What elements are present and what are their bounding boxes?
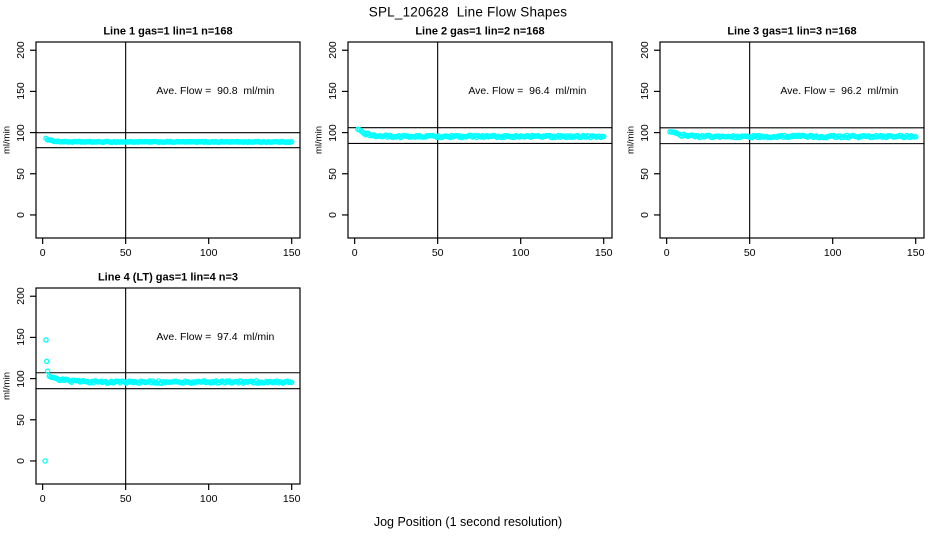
subplot-3	[654, 41, 925, 244]
y-tick-label: 100	[638, 123, 651, 142]
y-tick-label: 200	[14, 41, 27, 59]
y-axis-label: ml/min	[313, 126, 325, 154]
x-tick-label: 50	[119, 492, 132, 505]
x-tick-label: 0	[39, 246, 46, 259]
x-tick-label: 0	[39, 492, 46, 505]
y-tick-label: 150	[14, 328, 27, 347]
data-point	[44, 358, 50, 365]
x-tick-label: 100	[823, 246, 842, 259]
plot-box	[347, 41, 613, 239]
y-tick-label: 50	[14, 167, 27, 180]
data-point	[288, 138, 295, 145]
x-axis-outer-label: Jog Position (1 second resolution)	[373, 514, 563, 529]
y-axis-label: ml/min	[1, 372, 13, 400]
data-point	[288, 379, 295, 386]
scatter-points	[667, 129, 919, 141]
data-point	[42, 458, 48, 464]
y-tick-label: 100	[14, 369, 27, 388]
subplot-title: Line 1 gas=1 lin=1 n=168	[103, 25, 233, 38]
y-tick-label: 200	[14, 287, 27, 305]
x-tick-label: 50	[743, 246, 756, 259]
y-tick-label: 150	[326, 82, 339, 101]
x-tick-label: 150	[282, 492, 301, 505]
y-tick-label: 0	[326, 212, 339, 218]
x-tick-label: 0	[663, 246, 670, 259]
subplot-title: Line 4 (LT) gas=1 lin=4 n=3	[97, 271, 239, 284]
y-tick-label: 0	[14, 212, 27, 218]
x-tick-label: 100	[511, 246, 530, 259]
subplot-4	[30, 287, 301, 490]
y-axis-label: ml/min	[625, 126, 637, 154]
x-tick-label: 100	[199, 246, 218, 259]
x-tick-label: 150	[906, 246, 925, 259]
data-point	[912, 133, 919, 140]
y-tick-label: 50	[326, 167, 339, 180]
ave-flow-annotation: Ave. Flow = 97.4 ml/min	[156, 330, 275, 343]
data-point	[44, 368, 51, 374]
y-tick-label: 150	[638, 82, 651, 101]
scatter-points	[355, 126, 607, 141]
ave-flow-annotation: Ave. Flow = 96.2 ml/min	[780, 84, 899, 97]
y-tick-label: 0	[638, 212, 651, 218]
x-tick-label: 0	[351, 246, 358, 259]
x-tick-label: 150	[594, 246, 613, 259]
subplot-1	[30, 41, 301, 244]
y-tick-label: 50	[14, 413, 27, 426]
plot-box	[35, 41, 301, 239]
y-tick-label: 100	[326, 123, 339, 142]
subplot-title: Line 3 gas=1 lin=3 n=168	[727, 25, 857, 38]
y-tick-label: 200	[326, 41, 339, 59]
figure-title: SPL_120628 Line Flow Shapes	[368, 4, 568, 20]
x-tick-label: 50	[431, 246, 444, 259]
y-tick-label: 150	[14, 82, 27, 101]
subplot-title: Line 2 gas=1 lin=2 n=168	[415, 25, 545, 38]
x-tick-label: 100	[199, 492, 218, 505]
y-tick-label: 0	[14, 458, 27, 464]
subplot-2	[342, 41, 613, 244]
ave-flow-annotation: Ave. Flow = 96.4 ml/min	[468, 84, 587, 97]
data-point	[43, 337, 49, 343]
y-tick-label: 200	[638, 41, 651, 59]
x-tick-label: 50	[119, 246, 132, 259]
data-point	[600, 133, 607, 140]
scatter-points	[43, 135, 295, 146]
ave-flow-annotation: Ave. Flow = 90.8 ml/min	[156, 84, 275, 97]
y-tick-label: 100	[14, 123, 27, 142]
plot-box	[659, 41, 925, 239]
scatter-points	[42, 337, 295, 464]
plot-box	[35, 287, 301, 485]
y-tick-label: 50	[638, 167, 651, 180]
x-tick-label: 150	[282, 246, 301, 259]
y-axis-label: ml/min	[1, 126, 13, 154]
